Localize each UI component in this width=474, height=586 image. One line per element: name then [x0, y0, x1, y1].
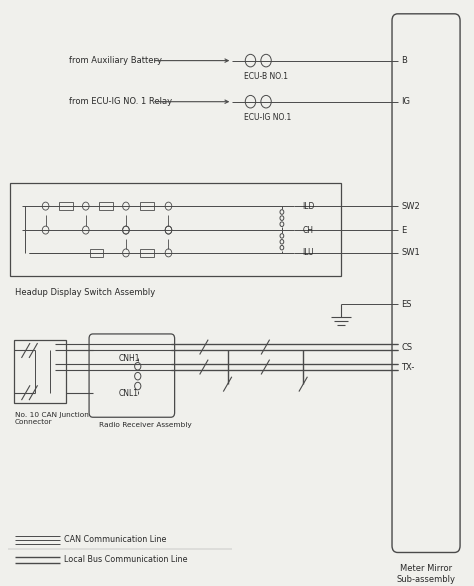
Text: B: B: [401, 56, 407, 65]
Text: SW2: SW2: [401, 202, 420, 210]
Bar: [59, 202, 73, 210]
Text: TX-: TX-: [401, 363, 415, 372]
FancyBboxPatch shape: [392, 14, 460, 553]
Bar: [90, 249, 103, 257]
Text: ILD: ILD: [302, 202, 315, 210]
Text: ECU-B NO.1: ECU-B NO.1: [244, 72, 288, 81]
Text: CAN Communication Line: CAN Communication Line: [64, 536, 167, 544]
Bar: [14, 340, 66, 403]
Text: Local Bus Communication Line: Local Bus Communication Line: [64, 556, 188, 564]
Text: CH: CH: [302, 226, 313, 234]
Text: from ECU-IG NO. 1 Relay: from ECU-IG NO. 1 Relay: [69, 97, 173, 106]
Bar: [10, 183, 341, 276]
Text: Radio Receiver Assembly: Radio Receiver Assembly: [99, 422, 191, 428]
Text: CNH1: CNH1: [119, 354, 140, 363]
FancyBboxPatch shape: [89, 334, 174, 417]
Text: CNL1: CNL1: [119, 389, 139, 398]
Text: ECU-IG NO.1: ECU-IG NO.1: [244, 113, 292, 122]
Text: ES: ES: [401, 300, 412, 309]
Text: Meter Mirror
Sub-assembly: Meter Mirror Sub-assembly: [397, 564, 456, 584]
Bar: [140, 202, 155, 210]
Bar: [140, 249, 155, 257]
Text: E: E: [401, 226, 407, 234]
Text: from Auxiliary Battery: from Auxiliary Battery: [69, 56, 162, 65]
Text: IG: IG: [401, 97, 410, 106]
Text: SW1: SW1: [401, 248, 420, 257]
Bar: [99, 202, 113, 210]
Text: Headup Display Switch Assembly: Headup Display Switch Assembly: [15, 288, 155, 297]
Text: ILU: ILU: [302, 248, 314, 257]
Text: CS: CS: [401, 343, 412, 352]
Text: No. 10 CAN Junction
Connector: No. 10 CAN Junction Connector: [15, 412, 89, 425]
